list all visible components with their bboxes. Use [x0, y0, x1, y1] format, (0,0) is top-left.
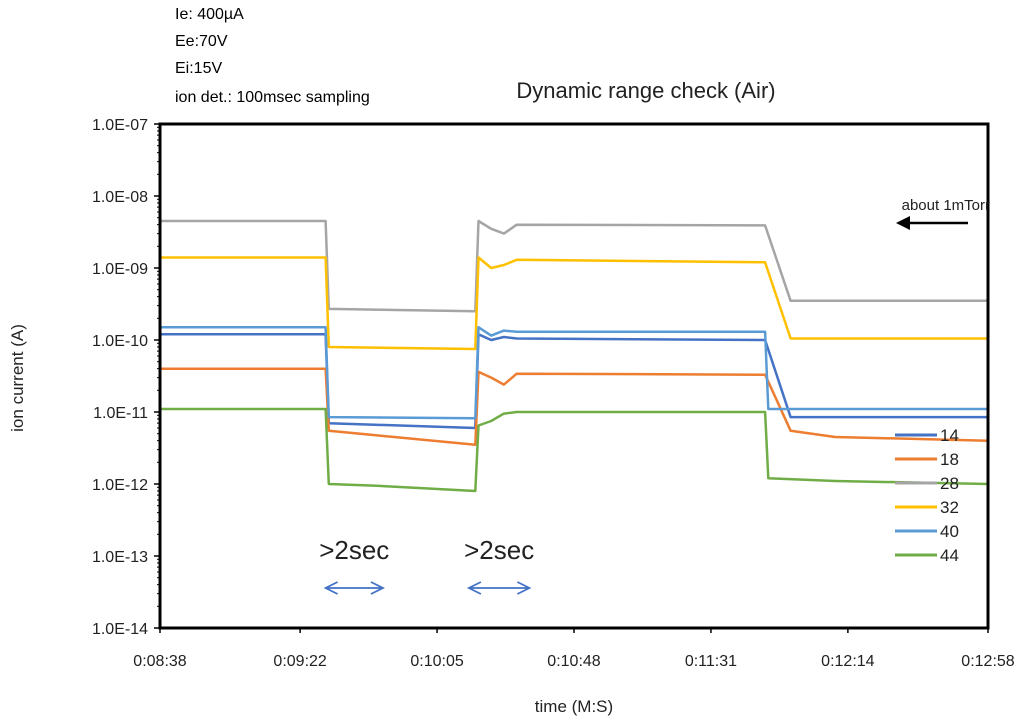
x-tick-label: 0:12:14 [821, 653, 874, 670]
legend-label-40: 40 [940, 522, 959, 541]
series-line-32 [160, 256, 988, 351]
annotation-duration-label: >2sec [319, 535, 389, 565]
x-tick-label: 0:10:48 [547, 653, 600, 670]
plot-frame [158, 122, 990, 630]
series-line-18 [160, 367, 989, 447]
annotation-arrow-head [896, 216, 910, 230]
series-line-40 [160, 326, 988, 420]
annotation-duration-arrow [323, 581, 385, 595]
condition-electron-energy: Ee:70V [175, 33, 228, 50]
legend-label-44: 44 [940, 546, 959, 565]
condition-sampling: ion det.: 100msec sampling [175, 89, 370, 106]
series-line-28 [160, 219, 988, 313]
series-line-14 [160, 333, 988, 430]
y-axis-label: ion current (A) [8, 324, 27, 432]
x-axis-label: time (M:S) [535, 697, 613, 716]
series-line-44 [160, 407, 989, 493]
chart-title: Dynamic range check (Air) [516, 78, 775, 103]
y-tick-label: 1.0E-08 [92, 189, 148, 206]
y-tick-label: 1.0E-09 [92, 261, 148, 278]
x-tick-label: 0:10:05 [410, 653, 463, 670]
condition-current: Ie: 400µA [175, 6, 244, 23]
annotation-duration-label: >2sec [464, 535, 534, 565]
legend-label-32: 32 [940, 498, 959, 517]
legend-label-14: 14 [940, 426, 959, 445]
x-tick-label: 0:12:58 [961, 653, 1014, 670]
y-tick-label: 1.0E-13 [92, 549, 148, 566]
annotation-pressure: about 1mTorr [902, 197, 990, 214]
condition-ion-energy: Ei:15V [175, 60, 223, 77]
annotation-duration-arrow [466, 581, 532, 595]
x-tick-label: 0:11:31 [685, 653, 737, 670]
legend-label-28: 28 [940, 474, 959, 493]
legend-label-18: 18 [940, 450, 959, 469]
y-tick-label: 1.0E-11 [93, 405, 148, 422]
y-tick-label: 1.0E-14 [92, 621, 148, 638]
x-tick-label: 0:09:22 [273, 653, 326, 670]
y-tick-label: 1.0E-12 [92, 477, 148, 494]
y-tick-label: 1.0E-10 [92, 333, 148, 350]
y-tick-label: 1.0E-07 [92, 117, 148, 134]
x-tick-label: 0:08:38 [133, 653, 186, 670]
